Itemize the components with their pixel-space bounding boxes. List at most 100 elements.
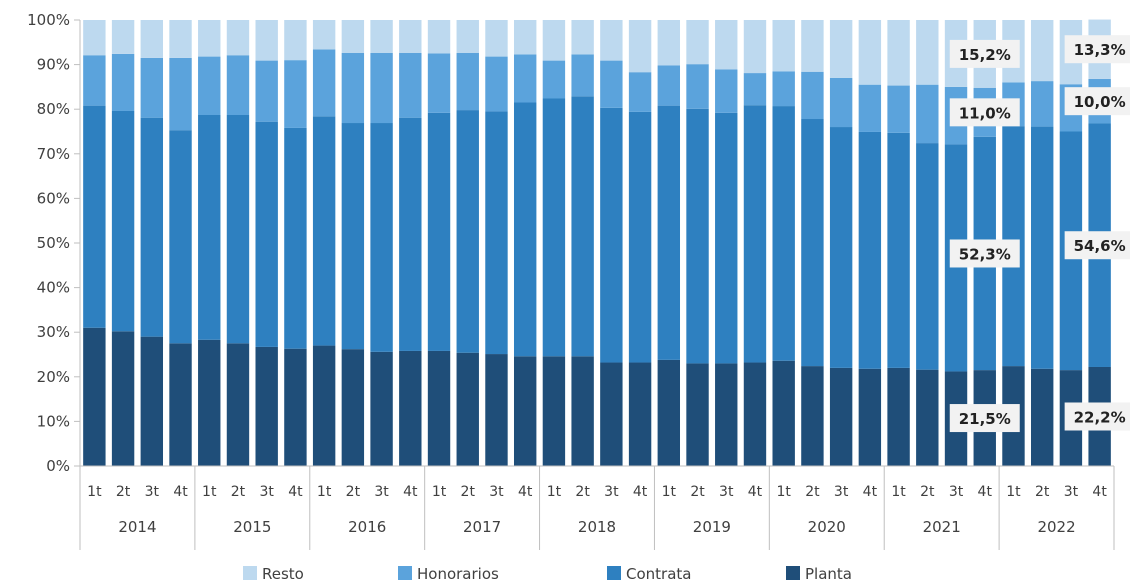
y-tick-label: 40% bbox=[37, 279, 70, 297]
bar-segment-contrata bbox=[341, 123, 365, 350]
x-quarter-label: 1t bbox=[1006, 484, 1021, 500]
bar-segment-honorarios bbox=[198, 56, 221, 115]
legend-label-resto: Resto bbox=[262, 565, 304, 583]
bar-segment-contrata bbox=[801, 119, 824, 367]
y-axis: 0% 10% 20% 30% 40% 50% 60% 70% 80% 90% 100% bbox=[27, 11, 81, 475]
x-quarter-label: 4t bbox=[288, 484, 303, 500]
bar-segment-honorarios bbox=[657, 65, 681, 106]
x-year-label: 2016 bbox=[348, 518, 386, 536]
bar-segment-planta bbox=[341, 349, 365, 466]
bar-segment-resto bbox=[312, 20, 336, 50]
bar-segment-honorarios bbox=[284, 60, 307, 128]
x-quarter-label: 3t bbox=[374, 484, 389, 500]
bar-segment-resto bbox=[226, 20, 250, 56]
x-year-label: 2021 bbox=[923, 518, 961, 536]
bar-segment-contrata bbox=[600, 107, 623, 363]
x-quarter-label: 3t bbox=[1064, 484, 1079, 500]
bar-segment-planta bbox=[657, 359, 681, 466]
legend-swatch-planta bbox=[786, 566, 800, 580]
x-quarter-label: 3t bbox=[834, 484, 849, 500]
bar-segment-honorarios bbox=[255, 60, 278, 122]
bar-segment-resto bbox=[513, 20, 537, 55]
bar-segment-contrata bbox=[370, 123, 393, 352]
x-quarter-label: 2t bbox=[690, 484, 705, 500]
bar-segment-resto bbox=[600, 20, 623, 61]
bar-segment-planta bbox=[571, 356, 594, 466]
bar-segment-planta bbox=[772, 360, 795, 466]
bar-segment-honorarios bbox=[456, 53, 479, 111]
data-label: 11,0% bbox=[959, 104, 1011, 122]
bar-segment-planta bbox=[600, 362, 623, 466]
x-quarter-label: 3t bbox=[259, 484, 274, 500]
y-tick-label: 30% bbox=[37, 323, 70, 341]
x-quarter-label: 1t bbox=[776, 484, 791, 500]
bar-segment-honorarios bbox=[1030, 81, 1054, 127]
x-quarter-label: 1t bbox=[87, 484, 102, 500]
bar-segment-contrata bbox=[628, 111, 652, 363]
x-year-label: 2014 bbox=[118, 518, 156, 536]
x-quarter-label: 2t bbox=[231, 484, 246, 500]
x-quarter-label: 3t bbox=[489, 484, 504, 500]
bar-segment-resto bbox=[772, 20, 795, 72]
x-quarter-label: 3t bbox=[949, 484, 964, 500]
bar-segment-planta bbox=[255, 346, 278, 466]
x-quarter-label: 2t bbox=[575, 484, 590, 500]
legend-swatch-contrata bbox=[607, 566, 621, 580]
bar-segment-resto bbox=[83, 20, 106, 56]
bar-segment-planta bbox=[829, 367, 853, 466]
bar-segment-resto bbox=[686, 20, 709, 65]
data-label: 52,3% bbox=[959, 245, 1011, 263]
y-tick-label: 20% bbox=[37, 368, 70, 386]
bar-segment-planta bbox=[198, 339, 221, 466]
bar-segment-contrata bbox=[312, 116, 336, 346]
bar-segment-resto bbox=[198, 20, 221, 57]
bar-segment-contrata bbox=[686, 108, 709, 364]
bar-segment-honorarios bbox=[801, 71, 824, 120]
data-label: 22,2% bbox=[1074, 408, 1126, 426]
bar-segment-honorarios bbox=[370, 53, 393, 124]
data-label: 15,2% bbox=[959, 46, 1011, 64]
x-axis: 1t 2t 3t 4t 1t 2t 3t 4t 1t 2t 3t 4t 1t 2t 3t 4t 1t 2t 3t 4t… bbox=[79, 465, 1115, 550]
x-year-label: 2022 bbox=[1037, 518, 1075, 536]
bar-segment-honorarios bbox=[427, 53, 451, 113]
x-quarter-label: 3t bbox=[604, 484, 619, 500]
data-label-box bbox=[1064, 231, 1130, 260]
data-label: 21,5% bbox=[959, 410, 1011, 428]
bar-segment-resto bbox=[111, 20, 135, 54]
bar-segment-contrata bbox=[916, 143, 939, 370]
bar-segment-planta bbox=[140, 336, 164, 466]
bar-segment-honorarios bbox=[916, 84, 939, 144]
bar-segment-honorarios bbox=[111, 53, 135, 111]
data-label-box bbox=[1064, 35, 1130, 64]
bar-segment-honorarios bbox=[686, 64, 709, 109]
bar-segment-resto bbox=[284, 20, 307, 61]
y-tick-label: 60% bbox=[37, 189, 70, 207]
bar-segment-resto bbox=[743, 20, 767, 74]
legend-label-planta: Planta bbox=[805, 565, 852, 583]
bar-segment-planta bbox=[284, 348, 307, 466]
bar-segment-honorarios bbox=[140, 57, 164, 118]
bar-segment-planta bbox=[83, 327, 106, 466]
x-year-label: 2019 bbox=[693, 518, 731, 536]
bar-segment-honorarios bbox=[513, 54, 537, 103]
x-quarter-label: 4t bbox=[863, 484, 878, 500]
x-quarter-label: 2t bbox=[116, 484, 131, 500]
x-quarter-label: 2t bbox=[805, 484, 820, 500]
bar-segment-contrata bbox=[255, 121, 278, 347]
bar-segment-contrata bbox=[513, 102, 537, 357]
y-tick-label: 90% bbox=[37, 56, 70, 74]
legend: Resto Honorarios Contrata Planta bbox=[243, 565, 852, 583]
bar-segment-planta bbox=[456, 352, 479, 466]
x-quarter-label: 4t bbox=[633, 484, 648, 500]
data-label: 13,3% bbox=[1074, 41, 1126, 59]
data-label-box bbox=[949, 98, 1020, 127]
data-labels-group: 21,5% 52,3% 11,0% 15,2% 22,2% 54,6% 10,0% 13,3% bbox=[949, 35, 1130, 433]
x-quarter-label: 4t bbox=[1092, 484, 1107, 500]
bar-segment-planta bbox=[427, 350, 451, 466]
bar-segment-resto bbox=[916, 20, 939, 85]
data-label: 10,0% bbox=[1074, 93, 1126, 111]
x-quarter-label: 2t bbox=[461, 484, 476, 500]
bar-segment-planta bbox=[916, 369, 939, 466]
bar-segment-contrata bbox=[657, 105, 681, 360]
